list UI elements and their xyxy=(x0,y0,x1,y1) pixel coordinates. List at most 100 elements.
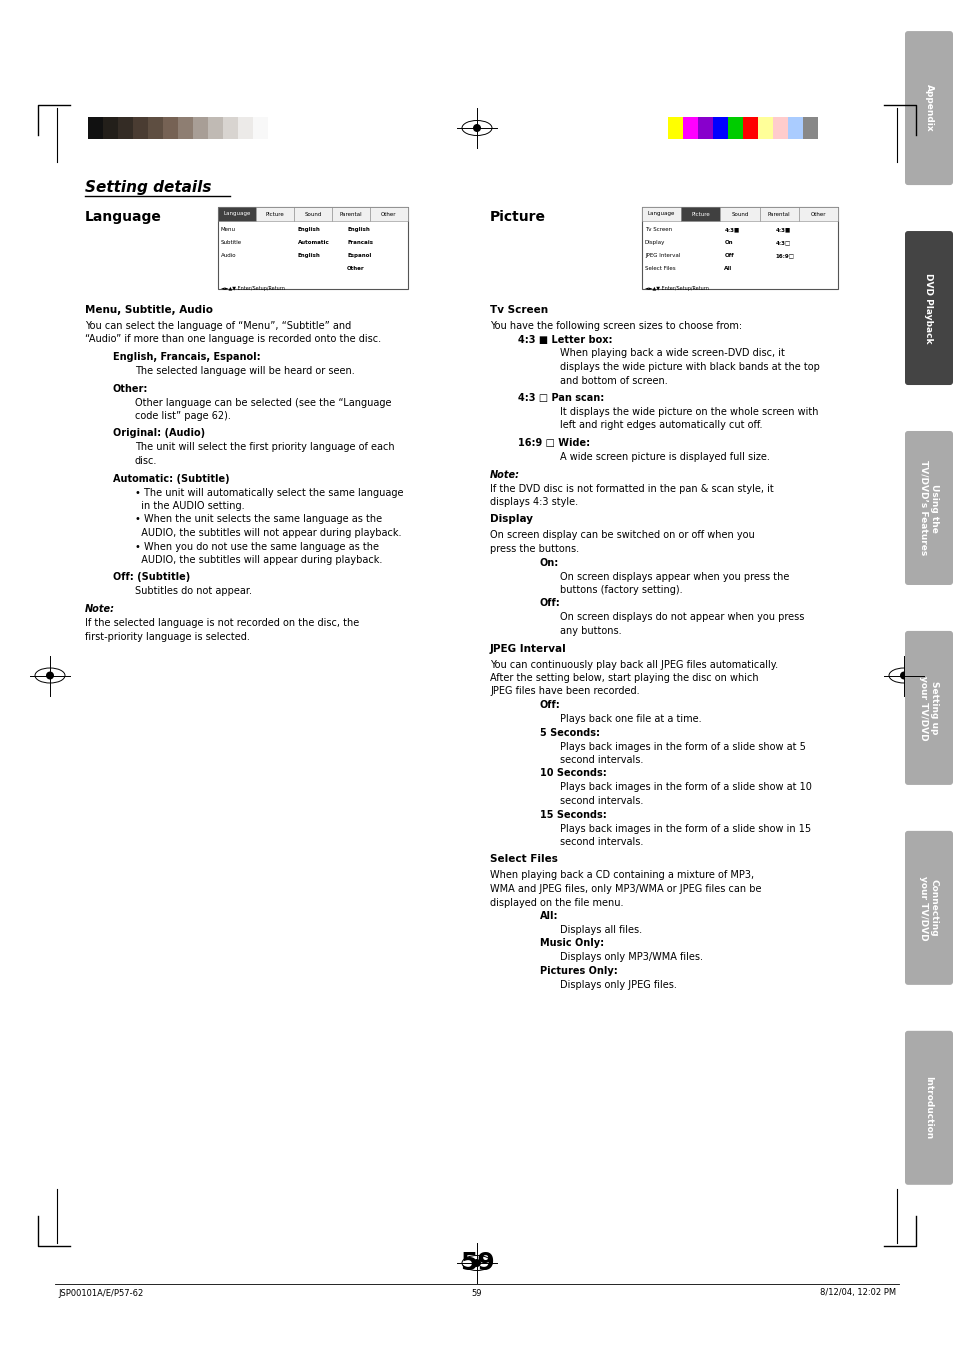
Circle shape xyxy=(899,671,907,680)
Bar xyxy=(759,207,798,222)
Text: If the selected language is not recorded on the disc, the: If the selected language is not recorded… xyxy=(85,617,359,628)
Text: “Audio” if more than one language is recorded onto the disc.: “Audio” if more than one language is rec… xyxy=(85,335,381,345)
Text: You can select the language of “Menu”, “Subtitle” and: You can select the language of “Menu”, “… xyxy=(85,322,351,331)
Text: Off:: Off: xyxy=(539,700,560,711)
Text: Using the
TV/DVD’s Features: Using the TV/DVD’s Features xyxy=(919,461,938,555)
Text: JPEG files have been recorded.: JPEG files have been recorded. xyxy=(490,686,639,697)
Text: 5 Seconds:: 5 Seconds: xyxy=(539,727,599,738)
Bar xyxy=(698,118,712,139)
Text: in the AUDIO setting.: in the AUDIO setting. xyxy=(135,501,244,511)
Text: Parental: Parental xyxy=(767,212,790,216)
Text: A wide screen picture is displayed full size.: A wide screen picture is displayed full … xyxy=(559,453,769,462)
Text: Appendix: Appendix xyxy=(923,84,933,132)
Text: 10 Seconds:: 10 Seconds: xyxy=(539,769,606,778)
Text: If the DVD disc is not formatted in the pan & scan style, it: If the DVD disc is not formatted in the … xyxy=(490,484,773,493)
Text: Select Files: Select Files xyxy=(490,854,558,865)
FancyBboxPatch shape xyxy=(904,831,952,985)
Bar xyxy=(294,207,332,222)
FancyBboxPatch shape xyxy=(904,431,952,585)
Text: any buttons.: any buttons. xyxy=(559,626,621,636)
Text: 4:3□: 4:3□ xyxy=(775,240,790,245)
Text: Pictures Only:: Pictures Only: xyxy=(539,966,618,975)
Bar xyxy=(802,118,817,139)
Text: • When you do not use the same language as the: • When you do not use the same language … xyxy=(135,542,378,551)
Text: On: On xyxy=(723,240,732,245)
Text: Sound: Sound xyxy=(731,212,748,216)
FancyBboxPatch shape xyxy=(904,1031,952,1185)
Bar xyxy=(193,118,208,139)
Text: 4:3 ■ Letter box:: 4:3 ■ Letter box: xyxy=(517,335,612,345)
Text: displayed on the file menu.: displayed on the file menu. xyxy=(490,897,623,908)
Text: Setting up
your TV/DVD: Setting up your TV/DVD xyxy=(919,676,938,740)
Text: English: English xyxy=(297,227,320,232)
Text: The selected language will be heard or seen.: The selected language will be heard or s… xyxy=(135,366,355,376)
Text: Original: (Audio): Original: (Audio) xyxy=(112,428,205,439)
Text: Menu, Subtitle, Audio: Menu, Subtitle, Audio xyxy=(85,305,213,315)
Text: Connecting
your TV/DVD: Connecting your TV/DVD xyxy=(919,875,938,940)
Text: Note:: Note: xyxy=(490,470,519,480)
Circle shape xyxy=(46,671,54,680)
Bar xyxy=(208,118,223,139)
Bar xyxy=(758,118,772,139)
Text: After the setting below, start playing the disc on which: After the setting below, start playing t… xyxy=(490,673,758,684)
Text: Sound: Sound xyxy=(304,212,321,216)
Text: • The unit will automatically select the same language: • The unit will automatically select the… xyxy=(135,488,403,497)
Text: 4:3 □ Pan scan:: 4:3 □ Pan scan: xyxy=(517,393,603,403)
Bar xyxy=(680,207,720,222)
Text: JPEG Interval: JPEG Interval xyxy=(644,253,679,258)
Text: Note:: Note: xyxy=(85,604,115,613)
Text: Off: Off xyxy=(723,253,733,258)
Text: Plays back images in the form of a slide show at 5: Plays back images in the form of a slide… xyxy=(559,742,805,751)
Text: code list” page 62).: code list” page 62). xyxy=(135,411,231,422)
Bar xyxy=(667,118,682,139)
Circle shape xyxy=(473,124,480,132)
Text: ◄►▲▼ Enter/Setup/Return: ◄►▲▼ Enter/Setup/Return xyxy=(221,286,285,290)
Text: ◄►▲▼ Enter/Setup/Return: ◄►▲▼ Enter/Setup/Return xyxy=(644,286,708,290)
FancyBboxPatch shape xyxy=(904,631,952,785)
Text: 59: 59 xyxy=(459,1251,494,1275)
Text: Music Only:: Music Only: xyxy=(539,939,603,948)
Text: On screen displays appear when you press the: On screen displays appear when you press… xyxy=(559,571,788,581)
Bar xyxy=(798,207,837,222)
Text: • When the unit selects the same language as the: • When the unit selects the same languag… xyxy=(135,515,382,524)
Bar xyxy=(237,118,253,139)
Text: second intervals.: second intervals. xyxy=(559,796,642,807)
Text: 8/12/04, 12:02 PM: 8/12/04, 12:02 PM xyxy=(819,1289,895,1297)
Text: All:: All: xyxy=(539,911,558,921)
Text: When playing back a CD containing a mixture of MP3,: When playing back a CD containing a mixt… xyxy=(490,870,753,881)
Text: second intervals.: second intervals. xyxy=(559,755,642,765)
Bar xyxy=(132,118,148,139)
Text: Plays back images in the form of a slide show at 10: Plays back images in the form of a slide… xyxy=(559,782,811,793)
Text: Off:: Off: xyxy=(539,598,560,608)
Circle shape xyxy=(473,1259,480,1267)
Bar xyxy=(641,207,837,289)
Text: first-priority language is selected.: first-priority language is selected. xyxy=(85,631,250,642)
Bar xyxy=(253,118,268,139)
Bar xyxy=(787,118,802,139)
Bar xyxy=(727,118,742,139)
Text: second intervals.: second intervals. xyxy=(559,838,642,847)
Text: JSP00101A/E/P57-62: JSP00101A/E/P57-62 xyxy=(58,1289,143,1297)
Text: On:: On: xyxy=(539,558,558,567)
Bar xyxy=(178,118,193,139)
Text: Other:: Other: xyxy=(112,384,149,393)
Text: Off: (Subtitle): Off: (Subtitle) xyxy=(112,573,190,582)
Bar xyxy=(103,118,118,139)
Text: Picture: Picture xyxy=(691,212,709,216)
Text: On screen displays do not appear when you press: On screen displays do not appear when yo… xyxy=(559,612,803,623)
Text: buttons (factory setting).: buttons (factory setting). xyxy=(559,585,682,594)
Text: DVD Playback: DVD Playback xyxy=(923,273,933,343)
Text: JPEG Interval: JPEG Interval xyxy=(490,643,566,654)
Text: Plays back one file at a time.: Plays back one file at a time. xyxy=(559,713,700,724)
Text: 4:3■: 4:3■ xyxy=(775,227,790,232)
Bar xyxy=(682,118,698,139)
Text: Parental: Parental xyxy=(339,212,362,216)
Bar xyxy=(772,118,787,139)
Text: Tv Screen: Tv Screen xyxy=(644,227,672,232)
Bar xyxy=(641,207,680,222)
Text: 16:9□: 16:9□ xyxy=(775,253,794,258)
Text: Displays only JPEG files.: Displays only JPEG files. xyxy=(559,979,677,990)
Text: WMA and JPEG files, only MP3/WMA or JPEG files can be: WMA and JPEG files, only MP3/WMA or JPEG… xyxy=(490,884,760,894)
Text: Displays only MP3/WMA files.: Displays only MP3/WMA files. xyxy=(559,952,702,962)
Text: All: All xyxy=(723,266,732,272)
